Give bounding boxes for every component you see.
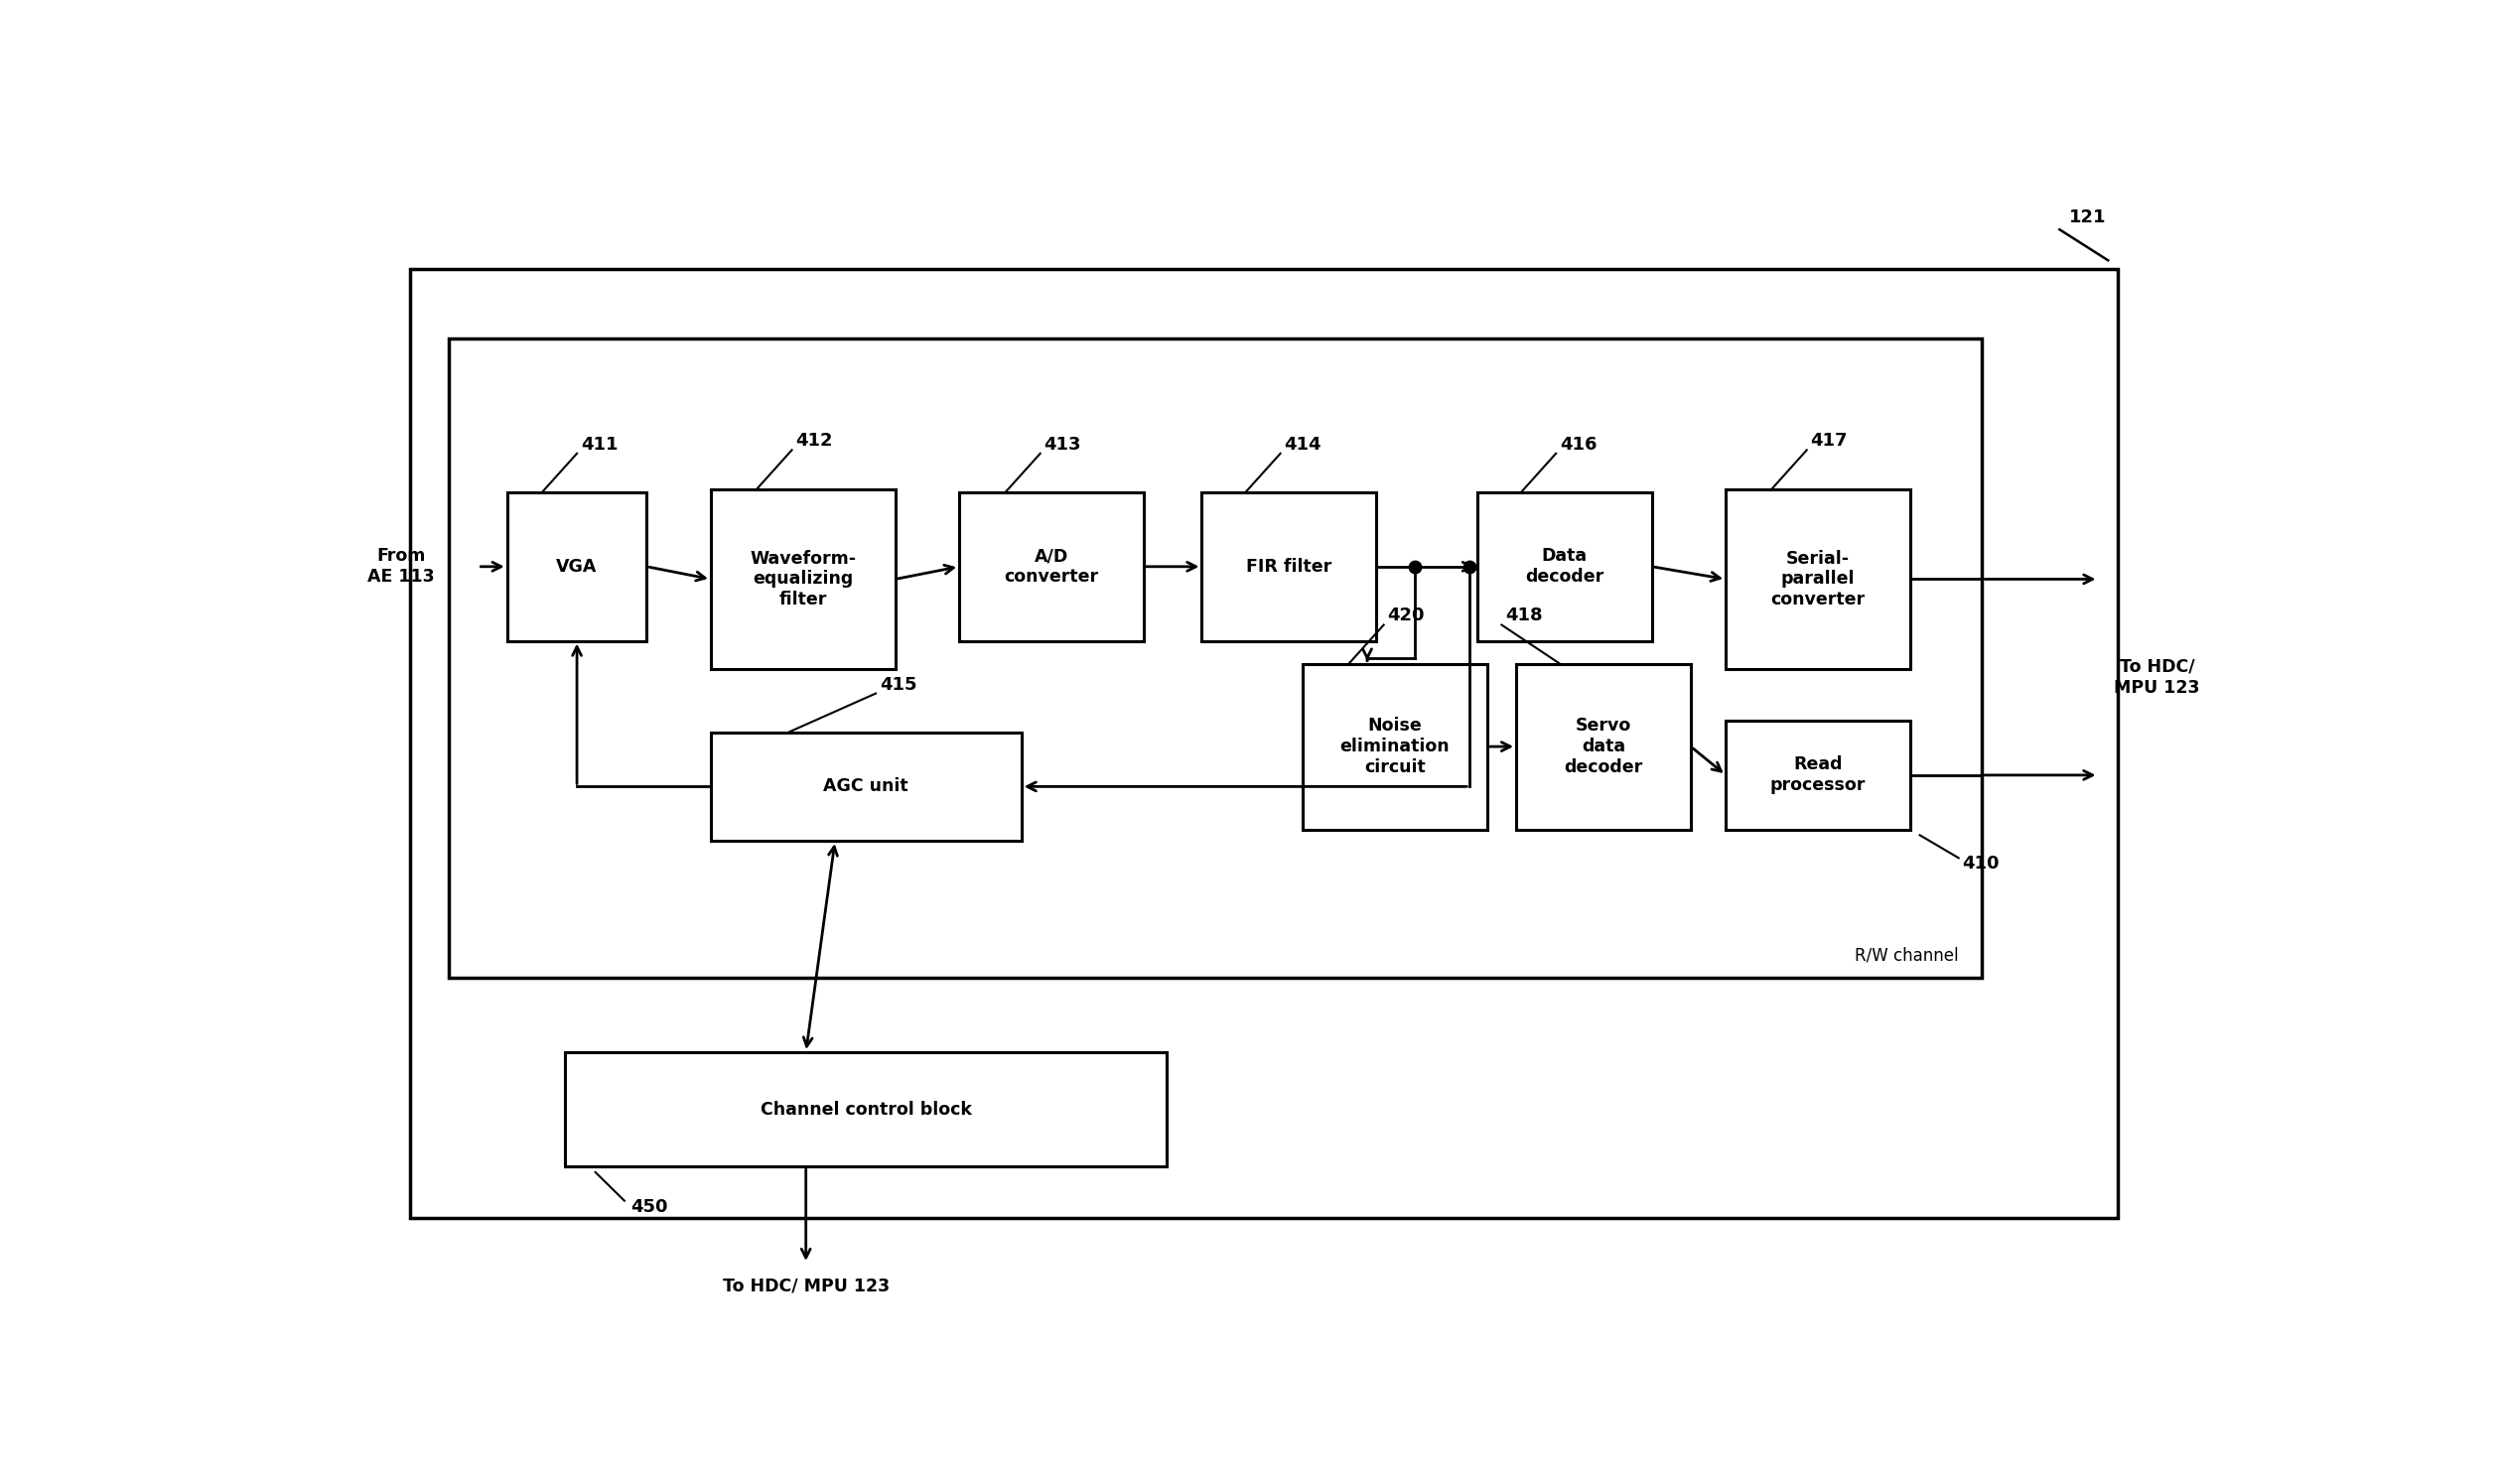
Text: 420: 420 — [1387, 607, 1425, 625]
Bar — [1725, 488, 1911, 669]
Bar — [411, 270, 2118, 1218]
Bar — [566, 1052, 1167, 1166]
Text: 416: 416 — [1560, 436, 1598, 454]
Text: 413: 413 — [1044, 436, 1082, 454]
Bar — [1302, 663, 1487, 830]
Bar — [959, 493, 1144, 641]
Bar — [1477, 493, 1653, 641]
Text: Noise
elimination
circuit: Noise elimination circuit — [1340, 717, 1450, 776]
Text: Servo
data
decoder: Servo data decoder — [1565, 717, 1643, 776]
Text: Serial-
parallel
converter: Serial- parallel converter — [1770, 549, 1865, 608]
Text: A/D
converter: A/D converter — [1004, 548, 1099, 586]
Text: AGC unit: AGC unit — [824, 778, 909, 795]
Text: 410: 410 — [1963, 855, 2001, 873]
Text: To HDC/ MPU 123: To HDC/ MPU 123 — [724, 1278, 889, 1296]
Bar — [711, 488, 896, 669]
Text: 415: 415 — [879, 675, 916, 693]
Bar — [506, 493, 646, 641]
Text: VGA: VGA — [556, 558, 598, 576]
Text: 414: 414 — [1285, 436, 1322, 454]
Text: 450: 450 — [631, 1199, 669, 1217]
Text: 418: 418 — [1505, 607, 1542, 625]
Text: FIR filter: FIR filter — [1247, 558, 1332, 576]
Text: From
AE 113: From AE 113 — [368, 548, 436, 586]
Text: Data
decoder: Data decoder — [1525, 548, 1605, 586]
Bar — [1202, 493, 1377, 641]
Text: To HDC/
MPU 123: To HDC/ MPU 123 — [2113, 657, 2199, 696]
Text: 417: 417 — [1810, 432, 1848, 450]
Text: Waveform-
equalizing
filter: Waveform- equalizing filter — [749, 549, 856, 608]
Bar — [1517, 663, 1690, 830]
Text: Read
processor: Read processor — [1770, 755, 1865, 794]
Bar — [711, 732, 1022, 841]
Text: R/W channel: R/W channel — [1855, 947, 1958, 965]
Text: Channel control block: Channel control block — [761, 1101, 972, 1119]
Text: 412: 412 — [796, 432, 834, 450]
Text: 411: 411 — [581, 436, 618, 454]
Text: 121: 121 — [2068, 208, 2106, 226]
Bar — [1725, 721, 1911, 830]
Bar — [448, 338, 1983, 978]
